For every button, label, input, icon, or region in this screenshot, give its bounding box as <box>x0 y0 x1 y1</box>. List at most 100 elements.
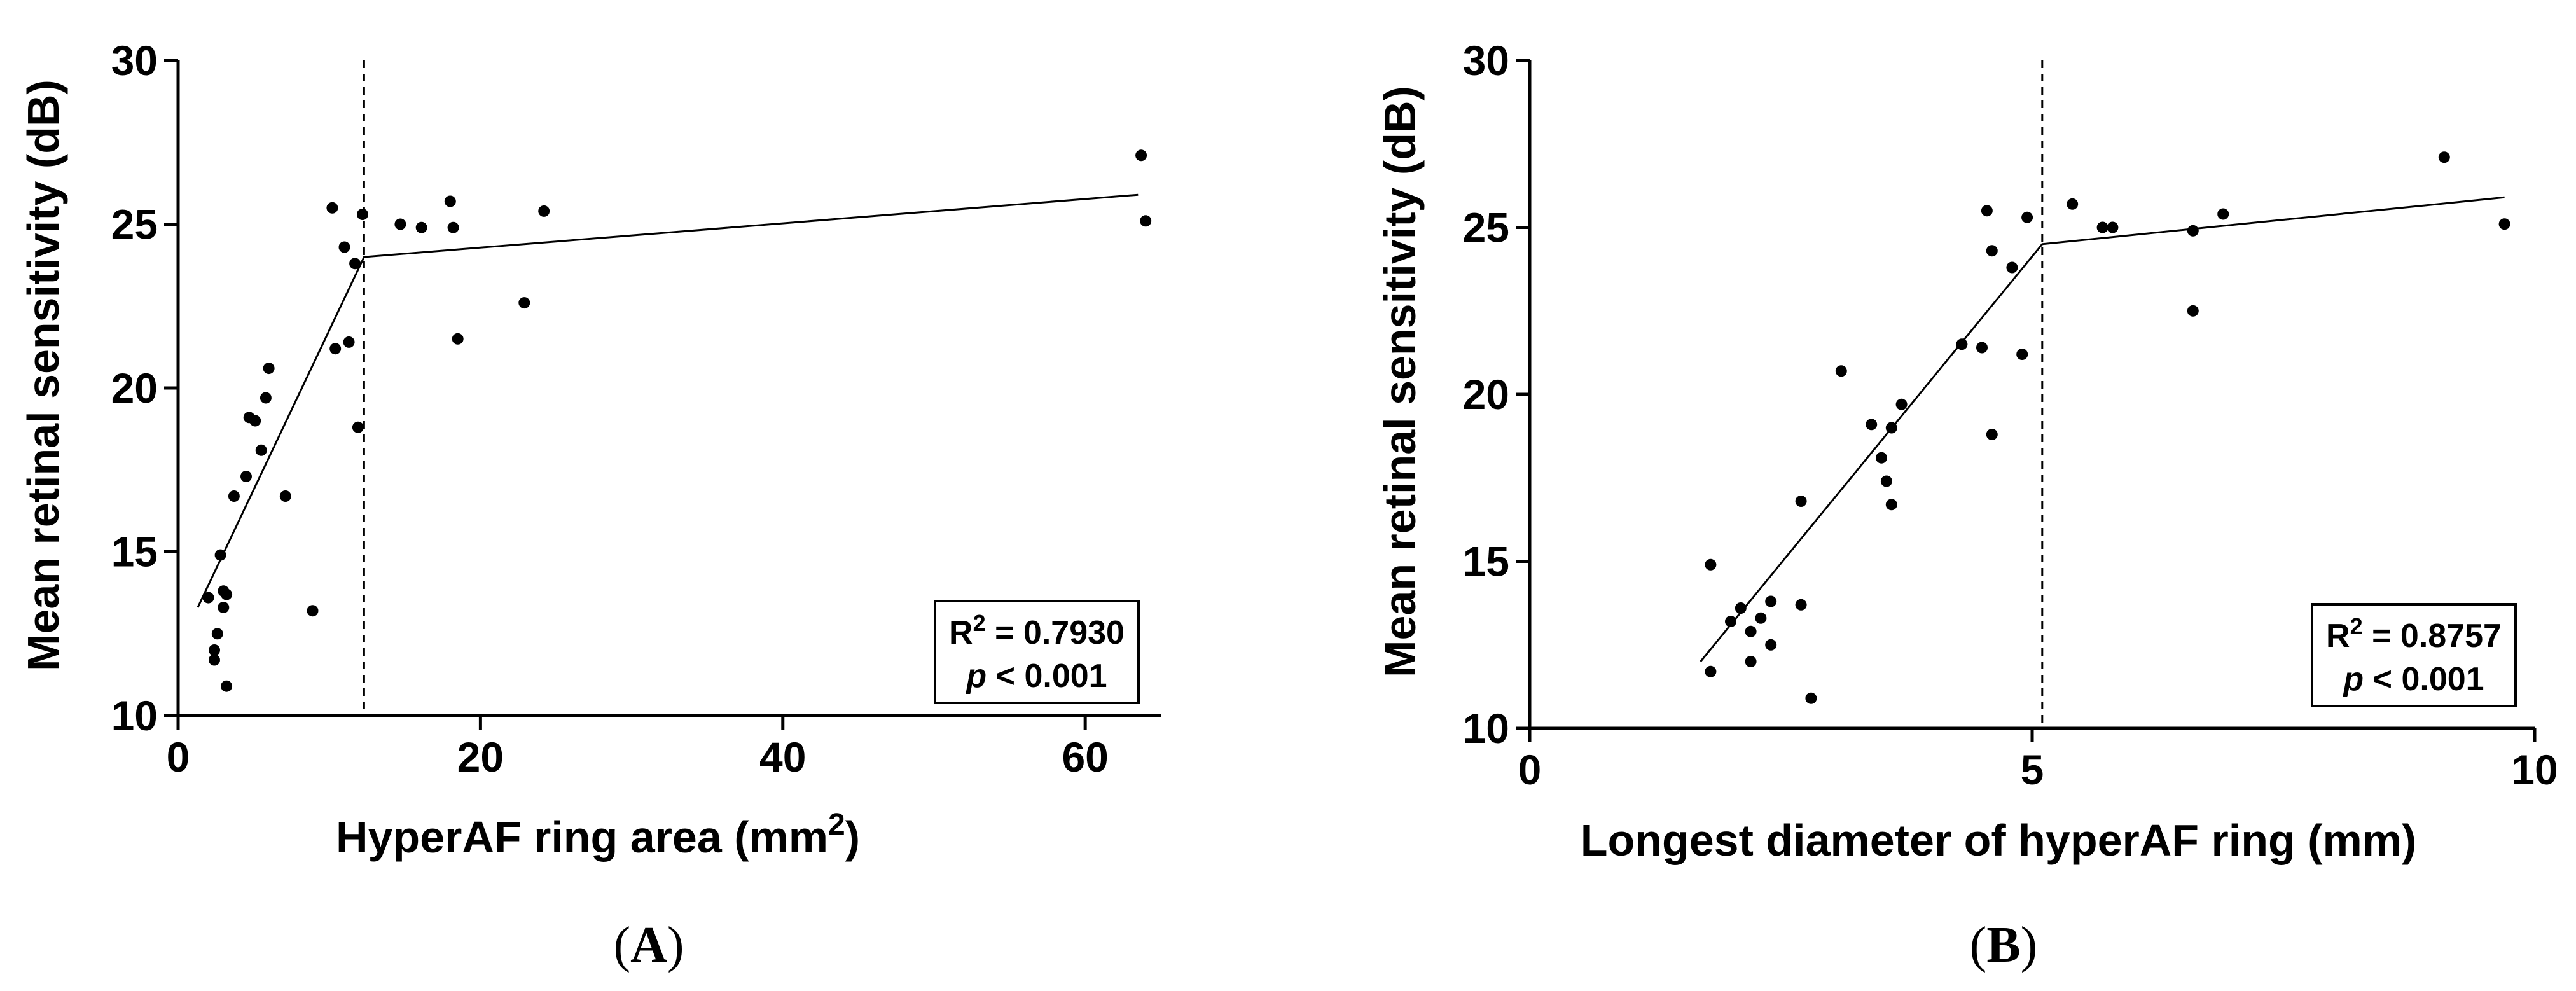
chart-a: Mean retinal sensitivity (dB) HyperAF ri… <box>18 37 1161 973</box>
chart-b-data-point <box>1986 245 1998 257</box>
chart-b-data-point <box>2016 349 2028 360</box>
chart-a-stats-box: R2 = 0.7930 p < 0.001 <box>934 600 1140 704</box>
chart-b-data-point <box>1755 612 1767 624</box>
chart-b-data-point <box>1805 692 1817 704</box>
chart-b-data-point <box>1981 205 1993 217</box>
chart-a-data-point <box>329 343 342 355</box>
chart-b-p-value: p < 0.001 <box>2342 661 2484 698</box>
chart-b-data-point <box>1835 365 1847 377</box>
chart-b-data-point <box>1705 558 1717 571</box>
chart-b-x-axis-label: Longest diameter of hyperAF ring (mm) <box>1581 815 2417 865</box>
chart-b-data-point <box>2187 225 2199 237</box>
chart-b-data-point <box>1765 639 1777 651</box>
chart-a-data-point <box>211 628 223 640</box>
chart-b-data-point <box>1976 342 1988 354</box>
chart-a-data-point <box>357 209 368 220</box>
chart-a-data-point <box>326 202 338 214</box>
chart-b-data-point <box>1725 616 1736 627</box>
chart-a-data-point <box>518 297 530 309</box>
chart-a-data-point <box>260 392 272 404</box>
chart-b-data-point <box>1885 499 1897 511</box>
chart-a-data-point <box>279 490 291 502</box>
chart-b-y-tick-label: 30 <box>1463 37 1509 84</box>
chart-a-data-point <box>1135 149 1147 162</box>
chart-b-y-tick-label: 20 <box>1463 371 1509 418</box>
chart-a-data-point <box>338 241 350 253</box>
chart-a-data-point <box>240 471 252 482</box>
chart-b-data-point <box>1745 625 1757 637</box>
chart-b-data-point <box>2107 221 2119 233</box>
chart-b-data-point <box>2006 261 2018 274</box>
chart-b-data-point <box>2067 198 2079 210</box>
chart-b-data-point <box>2217 208 2229 220</box>
chart-b-data-point <box>1795 495 1807 507</box>
chart-a-x-axis-label: HyperAF ring area (mm2) <box>336 808 860 862</box>
chart-a-data-point <box>202 592 214 604</box>
chart-a-data-point <box>209 644 220 656</box>
chart-b-y-tick-label: 25 <box>1463 204 1509 251</box>
chart-b-y-axis-label: Mean retinal sensitivity (dB) <box>1375 86 1425 677</box>
chart-b-data-point <box>1795 599 1807 611</box>
chart-b-data-point <box>2498 218 2510 230</box>
chart-a-data-point <box>415 221 427 233</box>
chart-a-data-point <box>249 415 261 427</box>
chart-b-data-point <box>1765 595 1777 607</box>
chart-b-fit-line <box>1700 196 2505 662</box>
chart-a-data-point <box>255 444 267 456</box>
chart-b-data-point <box>2021 211 2033 223</box>
chart-a-data-point <box>307 605 319 617</box>
chart-a-data-point <box>209 654 220 666</box>
chart-a-x-tick-label: 20 <box>457 733 504 780</box>
chart-b-data-point <box>1876 452 1887 464</box>
chart-a-x-tick-label: 40 <box>759 733 806 780</box>
chart-a-data-point <box>263 363 275 375</box>
chart-a-data-point <box>349 258 361 270</box>
chart-b-data-point <box>1745 656 1757 667</box>
chart-b-r-squared: R2 = 0.8757 <box>2326 613 2502 655</box>
chart-b-x-tick-label: 10 <box>2511 746 2558 793</box>
chart-a-data-point <box>214 549 226 561</box>
chart-a-fit-line <box>197 193 1139 608</box>
chart-a-data-point <box>221 588 233 600</box>
chart-b-y-tick-label: 10 <box>1463 705 1509 752</box>
chart-b-data-point <box>1895 398 1908 410</box>
chart-b-data-point <box>1705 665 1717 677</box>
chart-b-x-tick-label: 5 <box>2021 746 2044 793</box>
chart-a-data-point <box>352 421 364 433</box>
chart-b-data-point <box>2187 305 2199 317</box>
chart-a-data-point <box>452 333 464 345</box>
chart-b-x-tick-label: 0 <box>1518 746 1542 793</box>
chart-a-x-tick-label: 60 <box>1062 733 1108 780</box>
chart-a-data-point <box>221 680 233 692</box>
chart-b-data-point <box>2438 151 2450 163</box>
chart-a-y-tick-label: 15 <box>111 529 158 576</box>
chart-a-data-point <box>343 336 355 348</box>
chart-a-data-point <box>444 195 456 207</box>
chart-b-stats-box: R2 = 0.8757 p < 0.001 <box>2311 603 2517 707</box>
chart-b-panel-label: (B) <box>1970 917 2038 973</box>
chart-a-y-axis-label: Mean retinal sensitivity (dB) <box>18 80 68 671</box>
chart-a-data-point <box>394 218 406 230</box>
chart-b-data-point <box>1880 475 1892 487</box>
chart-b-data-point <box>1986 429 1998 440</box>
chart-b: Mean retinal sensitivity (dB) Longest di… <box>1375 37 2558 973</box>
chart-b-data-point <box>1885 422 1897 434</box>
chart-a-data-point <box>447 221 459 233</box>
chart-a-y-tick-label: 20 <box>111 364 158 412</box>
chart-b-data-point <box>1866 419 1878 431</box>
chart-b-data-point <box>1956 338 1968 350</box>
chart-b-y-tick-label: 15 <box>1463 538 1509 585</box>
chart-a-data-point <box>1140 215 1152 227</box>
chart-a-data-point <box>538 205 550 217</box>
chart-a-r-squared: R2 = 0.7930 <box>949 610 1125 651</box>
chart-a-p-value: p < 0.001 <box>965 658 1107 695</box>
chart-a-y-tick-label: 30 <box>111 37 158 84</box>
chart-a-panel-label: (A) <box>613 917 684 973</box>
chart-b-data-point <box>1735 602 1747 614</box>
chart-b-data-point <box>2096 221 2109 233</box>
chart-a-y-tick-label: 10 <box>111 692 158 739</box>
chart-a-y-tick-label: 25 <box>111 201 158 248</box>
chart-a-x-tick-label: 0 <box>167 733 190 780</box>
chart-a-data-point <box>228 490 240 502</box>
